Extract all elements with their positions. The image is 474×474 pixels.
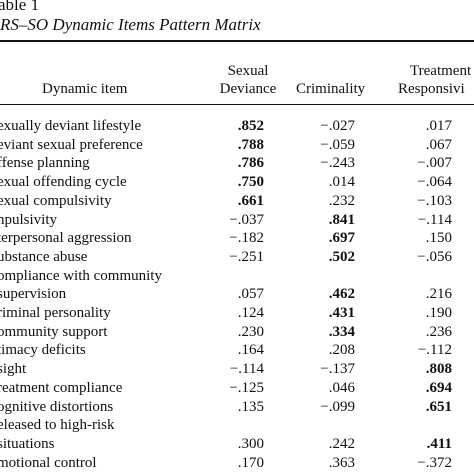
row-label: eviant sexual preference [0,136,143,153]
cell-value: −.099 [320,398,355,415]
cell-value: .300 [237,435,264,452]
cell-value: .788 [237,136,264,153]
cell-value: .661 [237,192,264,209]
cell-value: −.007 [417,155,452,172]
cell-value: −.182 [229,230,264,247]
cell-value: .046 [328,379,355,396]
cell-value: .135 [237,398,264,415]
cell-value: .363 [328,454,355,471]
cell-value: −.037 [229,211,264,228]
row-label: motional control [0,454,97,471]
cell-value: −.103 [417,192,452,209]
cell-value: −.372 [417,454,452,471]
cell-value: −.125 [229,379,264,396]
cell-value: −.243 [320,155,355,172]
cell-value: .786 [237,155,264,172]
cell-value: −.056 [417,248,452,265]
cell-value: −.064 [417,174,452,191]
cell-value: .694 [425,379,452,396]
cell-value: .242 [328,435,355,452]
row-label: situations [0,435,55,452]
row-label: exual offending cycle [0,174,127,191]
table-title: RS–SO Dynamic Items Pattern Matrix [0,15,261,34]
cell-value: .216 [425,286,452,303]
cell-value: .697 [328,230,355,247]
column-header: Treatment [410,63,472,79]
cell-value: −.027 [320,118,355,134]
cell-value: .017 [425,118,452,134]
cell-value: .462 [328,286,355,303]
cell-value: .841 [328,211,355,228]
row-label: exual compulsivity [0,192,112,209]
cell-value: .808 [425,361,452,378]
cell-value: −.112 [417,342,452,359]
cell-value: .164 [237,342,264,359]
row-label: timacy deficits [0,342,86,359]
row-label: ommunity support [0,323,108,340]
cell-value: .334 [328,323,355,340]
cell-value: .057 [237,286,264,303]
row-label: ognitive distortions [0,398,114,415]
cell-value: .150 [425,230,452,247]
column-header: Sexual [227,63,269,79]
cell-value: .750 [237,174,264,191]
cell-value: −.137 [320,361,355,378]
cell-value: .852 [237,118,264,134]
column-header: Criminality [296,81,366,97]
cell-value: .124 [237,305,264,321]
row-label: terpersonal aggression [0,230,132,247]
cell-value: .651 [425,398,452,415]
cell-value: −.059 [320,136,355,153]
header-rule [0,104,474,105]
cell-value: .170 [237,454,264,471]
row-label: npulsivity [0,211,58,228]
cell-value: .208 [328,342,355,359]
table-number: able 1 [0,0,40,14]
column-header: Responsivi [398,81,465,97]
cell-value: .411 [426,435,452,452]
row-label: eleased to high-risk [0,417,115,434]
cell-value: −.114 [417,211,452,228]
cell-value: .067 [425,136,452,153]
cell-value: .014 [328,174,355,191]
cell-value: −.251 [229,248,264,265]
row-label: ompliance with community [0,267,162,284]
cell-value: .230 [237,323,264,340]
row-label: ubstance abuse [0,248,88,265]
cell-value: .190 [425,305,452,321]
cell-value: .502 [328,248,355,265]
row-label: exually deviant lifestyle [0,118,142,134]
row-label: ffense planning [0,155,90,172]
column-header: Deviance [219,81,277,97]
row-label: riminal personality [0,305,111,321]
row-label: reatment compliance [0,379,123,396]
top-rule [0,40,474,42]
cell-value: .431 [328,305,355,321]
cell-value: .232 [328,192,355,209]
row-label: sight [0,361,27,378]
cell-value: .236 [425,323,452,340]
column-header: Dynamic item [42,81,128,97]
cell-value: −.114 [229,361,264,378]
row-label: supervision [0,286,67,303]
